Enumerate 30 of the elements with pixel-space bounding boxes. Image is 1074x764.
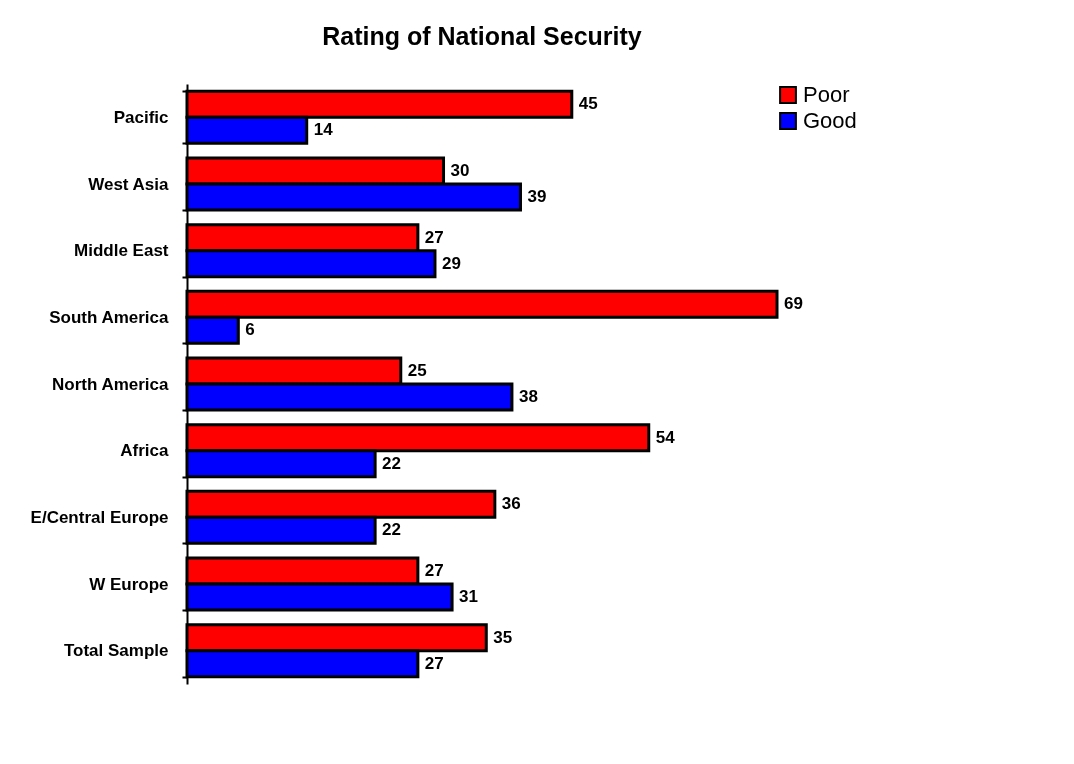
data-label: 27 <box>424 561 444 580</box>
data-label: 29 <box>441 253 461 273</box>
y-tick-label: E/Central Europe <box>30 507 169 527</box>
data-label: 14 <box>313 120 334 140</box>
data-label: 27 <box>424 227 444 247</box>
data-label: 54 <box>655 427 676 447</box>
data-label: 6 <box>245 320 255 340</box>
y-tick-label: Pacific <box>113 107 169 127</box>
data-label: 27 <box>424 653 444 673</box>
legend-label: Good <box>803 108 857 133</box>
y-tick-label: North America <box>51 374 170 394</box>
y-tick-label: W Europe <box>89 574 169 594</box>
data-label: 31 <box>459 587 478 606</box>
y-tick-label: South America <box>49 307 170 327</box>
data-label: 30 <box>450 161 470 180</box>
data-label: 22 <box>382 453 402 473</box>
y-tick-label: Total Sample <box>63 641 169 661</box>
data-label: 35 <box>493 627 513 647</box>
data-label: 39 <box>527 187 547 206</box>
data-label: 45 <box>578 94 598 114</box>
data-label: 38 <box>518 387 538 406</box>
y-tick-label: Middle East <box>74 241 169 261</box>
data-label: 36 <box>501 494 521 514</box>
data-label: 25 <box>407 361 427 380</box>
legend-label: Poor <box>803 82 850 107</box>
y-tick-label: West Asia <box>88 174 170 194</box>
chart-title: Rating of National Security <box>322 22 642 50</box>
data-label: 22 <box>382 520 402 540</box>
y-tick-label: Africa <box>120 441 170 461</box>
data-label: 69 <box>784 294 803 314</box>
